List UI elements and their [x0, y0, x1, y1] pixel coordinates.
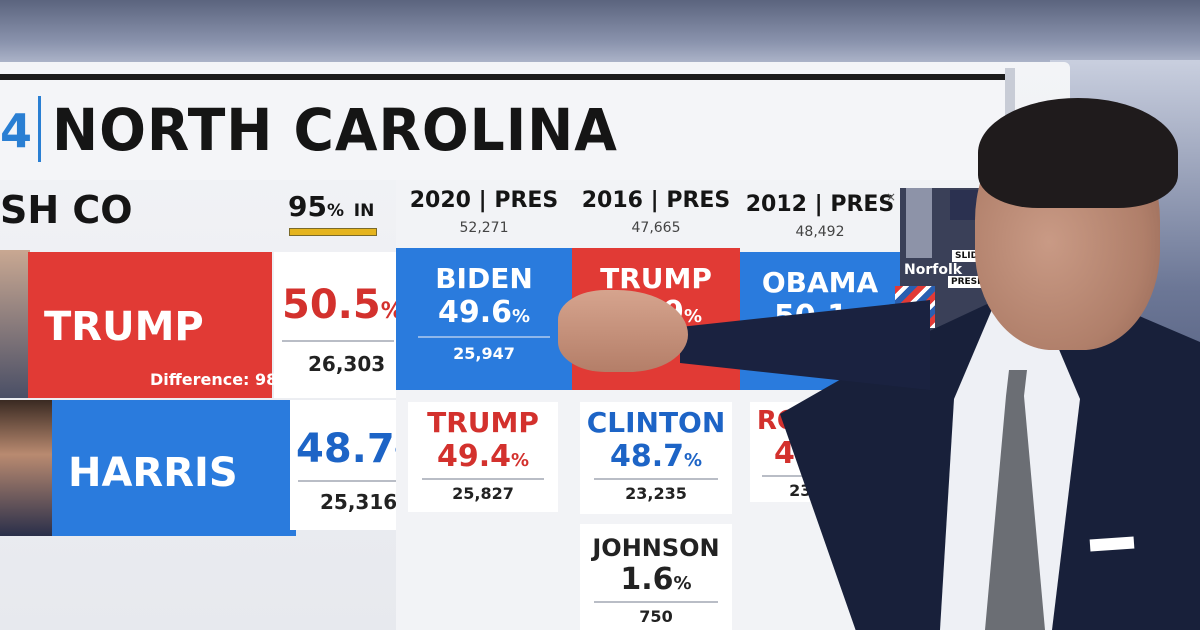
winner-name-2020: BIDEN: [435, 262, 533, 295]
runner-up-pct-2020: 49.4%: [436, 439, 530, 474]
runner-up-votes-2020: 25,827: [452, 484, 514, 503]
runner-up-box-2020: TRUMP 49.4% 25,827: [408, 402, 558, 512]
title-prefix: 4: [0, 104, 33, 158]
third-party-box-2016: JOHNSON 1.6% 750: [580, 524, 732, 630]
harris-name: HARRIS: [68, 450, 238, 496]
runner-up-name-2016: CLINTON: [586, 406, 726, 439]
divider: [594, 478, 718, 480]
reporting-progress-bar: [289, 228, 377, 236]
winner-votes-2020: 25,947: [453, 344, 515, 363]
runner-up-pct-2016: 48.7%: [609, 439, 703, 474]
history-column-2020[interactable]: 2020 | PRES 52,271 BIDEN 49.6% 25,947 TR…: [396, 180, 572, 630]
column-header-2016: 2016 | PRES: [581, 188, 731, 213]
trump-pct: 50.5%: [282, 282, 403, 328]
winner-box-2020: BIDEN 49.6% 25,947: [396, 248, 572, 390]
divider: [422, 478, 544, 480]
map-coastline: [906, 188, 932, 258]
column-header-2020: 2020 | PRES: [409, 188, 559, 213]
divider: [298, 480, 404, 482]
map-city-label: Norfolk: [904, 262, 963, 278]
runner-up-name-2020: TRUMP: [427, 406, 539, 439]
harris-votes: 25,316: [320, 490, 398, 514]
trump-result-box: 50.5% 26,303: [274, 252, 403, 398]
total-votes-2020: 52,271: [459, 220, 509, 236]
runner-up-votes-2016: 23,235: [625, 484, 687, 503]
winner-pct-2020: 49.6%: [437, 295, 531, 330]
divider: [594, 601, 718, 603]
winner-name-2012: OBAMA: [761, 266, 879, 299]
third-party-name-2016: JOHNSON: [592, 534, 720, 562]
close-icon[interactable]: ×: [886, 190, 897, 204]
divider: [418, 336, 550, 338]
winner-name-2016: TRUMP: [600, 262, 712, 295]
trump-votes: 26,303: [308, 352, 386, 376]
history-column-2016[interactable]: 2016 | PRES 47,665 TRUMP 48.9% CLINTON 4…: [572, 180, 740, 630]
runner-up-box-2016: CLINTON 48.7% 23,235: [580, 402, 732, 514]
presenter-hair: [978, 98, 1178, 208]
reporting-suffix: IN: [353, 201, 375, 221]
reporting-pct: 95: [288, 190, 327, 223]
presenter-hand: [558, 290, 688, 372]
total-votes-2016: 47,665: [631, 220, 681, 236]
trump-photo: [0, 250, 30, 398]
harris-result-box: 48.7% 25,316: [290, 400, 417, 530]
page-title: NORTH CAROLINA: [52, 96, 618, 164]
third-party-pct-2016: 1.6%: [620, 562, 692, 597]
trump-name: TRUMP: [44, 304, 204, 350]
third-party-votes-2016: 750: [639, 607, 673, 626]
column-header-2012: 2012 | PRES: [745, 192, 895, 217]
title-separator: [38, 96, 41, 162]
trump-candidate-card[interactable]: TRUMP Difference: 987: [28, 252, 288, 398]
divider: [282, 340, 394, 342]
harris-candidate-card[interactable]: HARRIS: [52, 400, 296, 536]
total-votes-2012: 48,492: [795, 224, 845, 240]
reporting-status: 95% IN: [288, 190, 374, 223]
title-bar: [0, 74, 1005, 180]
county-name: SH CO: [0, 188, 133, 232]
studio-ceiling: [0, 0, 1200, 70]
vote-difference: Difference: 987: [150, 370, 289, 389]
reporting-unit: %: [326, 201, 345, 221]
